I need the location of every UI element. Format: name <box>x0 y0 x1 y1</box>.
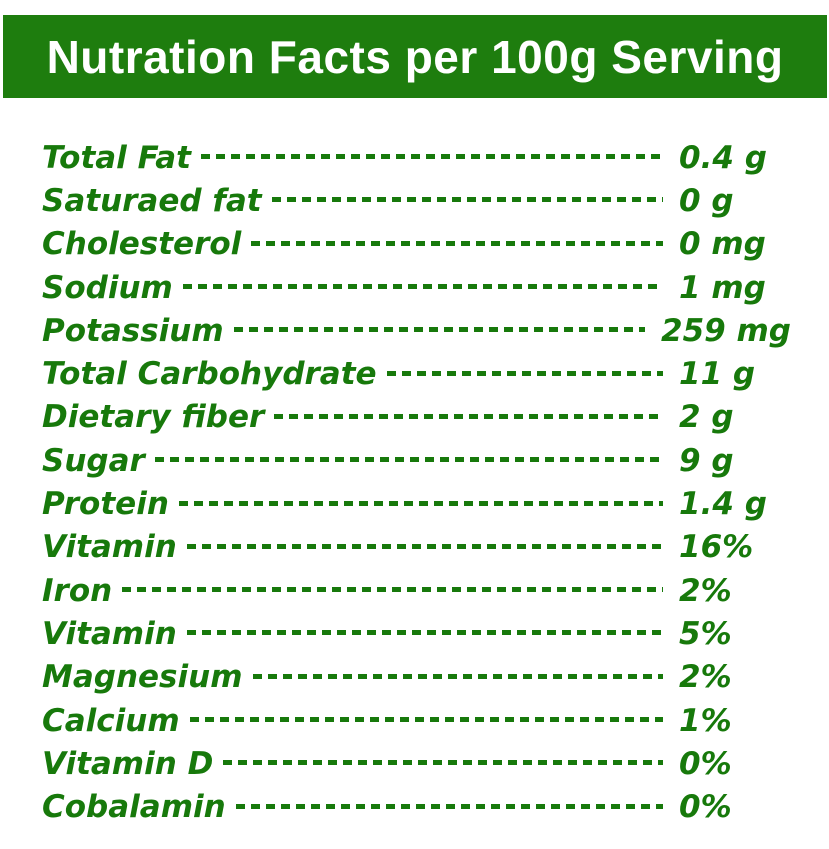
table-row: Vitamin 5% <box>42 612 791 655</box>
nutrient-value: 0.4 g <box>679 140 791 176</box>
nutrient-label: Saturaed fat <box>42 183 262 219</box>
nutrient-value: 0 g <box>679 183 791 219</box>
table-row: Potassium 259 mg <box>42 309 791 352</box>
nutrition-table: Total Fat 0.4 g Saturaed fat 0 g Cholest… <box>0 136 829 829</box>
dash-leader <box>122 587 663 592</box>
nutrient-value: 0 mg <box>679 226 791 262</box>
dash-leader <box>236 804 663 809</box>
table-row: Total Carbohydrate 11 g <box>42 352 791 395</box>
dash-leader <box>187 630 663 635</box>
nutrient-value: 2% <box>679 659 791 695</box>
nutrient-value: 16% <box>679 529 791 565</box>
nutrient-label: Magnesium <box>42 659 243 695</box>
dash-leader <box>251 241 663 246</box>
dash-leader <box>253 674 663 679</box>
dash-leader <box>183 284 663 289</box>
nutrient-label: Vitamin D <box>42 746 213 782</box>
table-row: Saturaed fat 0 g <box>42 179 791 222</box>
table-row: Cholesterol 0 mg <box>42 223 791 266</box>
table-row: Iron 2% <box>42 569 791 612</box>
nutrient-value: 0% <box>679 789 791 825</box>
nutrient-value: 11 g <box>679 356 791 392</box>
table-row: Magnesium 2% <box>42 656 791 699</box>
dash-leader <box>187 544 663 549</box>
table-row: Cobalamin 0% <box>42 785 791 828</box>
table-row: Dietary fiber 2 g <box>42 396 791 439</box>
nutrient-label: Cholesterol <box>42 226 241 262</box>
nutrient-label: Cobalamin <box>42 789 226 825</box>
nutrient-value: 1.4 g <box>679 486 791 522</box>
dash-leader <box>274 414 663 419</box>
table-row: Calcium 1% <box>42 699 791 742</box>
dash-leader <box>201 154 663 159</box>
nutrient-label: Total Fat <box>42 140 191 176</box>
nutrient-label: Total Carbohydrate <box>42 356 377 392</box>
dash-leader <box>272 197 663 202</box>
nutrient-label: Sugar <box>42 443 145 479</box>
dash-leader <box>155 457 663 462</box>
header-banner: Nutration Facts per 100g Serving <box>3 15 827 98</box>
table-row: Sodium 1 mg <box>42 266 791 309</box>
nutrient-value: 1% <box>679 703 791 739</box>
nutrient-label: Dietary fiber <box>42 399 264 435</box>
nutrient-label: Potassium <box>42 313 224 349</box>
nutrient-value: 0% <box>679 746 791 782</box>
nutrient-label: Protein <box>42 486 169 522</box>
dash-leader <box>223 760 663 765</box>
nutrient-label: Iron <box>42 573 112 609</box>
table-row: Total Fat 0.4 g <box>42 136 791 179</box>
nutrient-label: Calcium <box>42 703 180 739</box>
nutrient-label: Sodium <box>42 270 173 306</box>
dash-leader <box>234 327 645 332</box>
dash-leader <box>179 501 663 506</box>
nutrient-value: 2 g <box>679 399 791 435</box>
nutrient-value: 2% <box>679 573 791 609</box>
nutrient-label: Vitamin <box>42 616 177 652</box>
nutrient-value: 9 g <box>679 443 791 479</box>
dash-leader <box>387 371 663 376</box>
nutrient-value: 5% <box>679 616 791 652</box>
table-row: Protein 1.4 g <box>42 482 791 525</box>
table-row: Vitamin 16% <box>42 526 791 569</box>
table-row: Vitamin D 0% <box>42 742 791 785</box>
dash-leader <box>190 717 663 722</box>
table-row: Sugar 9 g <box>42 439 791 482</box>
nutrient-label: Vitamin <box>42 529 177 565</box>
nutrient-value: 1 mg <box>679 270 791 306</box>
page-title: Nutration Facts per 100g Serving <box>47 30 784 84</box>
nutrient-value: 259 mg <box>661 313 791 349</box>
